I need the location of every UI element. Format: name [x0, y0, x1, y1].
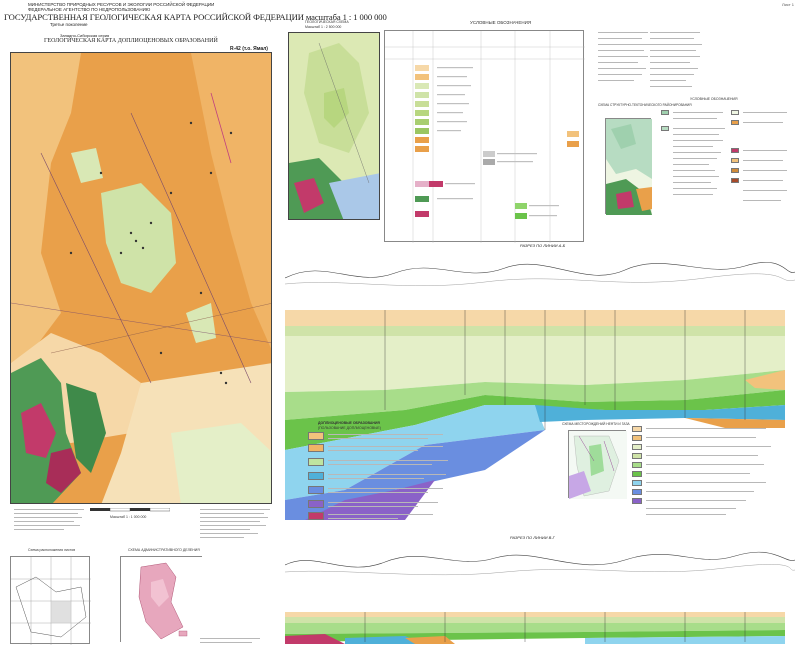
- sheet-number: Лист 1: [781, 2, 794, 7]
- legend-swatches: [415, 65, 579, 219]
- section2-title: РАЗРЕЗ ПО ЛИНИИ В-Г: [510, 535, 555, 540]
- nomenclature-label: R-42 (т.о. Ямал): [230, 46, 268, 52]
- section2: [285, 612, 785, 644]
- main-title: ГОСУДАРСТВЕННАЯ ГЕОЛОГИЧЕСКАЯ КАРТА РОСС…: [4, 12, 387, 22]
- map-zone-magenta-sw2: [46, 448, 81, 493]
- well-points: [69, 121, 233, 385]
- deposits-scheme-title: СХЕМА МЕСТОРОЖДЕНИЙ НЕФТИ И ГАЗА: [562, 422, 630, 426]
- section1: [285, 310, 785, 520]
- map-zone-east-green: [186, 303, 216, 343]
- subseries-label: Западно-Сибирская серия: [60, 33, 110, 38]
- legend-title: УСЛОВНЫЕ ОБОЗНАЧЕНИЯ: [470, 20, 532, 25]
- index-map: [10, 556, 91, 645]
- fault-line: [11, 302, 271, 343]
- fault-line: [130, 112, 252, 384]
- index-map-grid: [11, 557, 91, 645]
- section-legend: [632, 426, 782, 526]
- scale-bar: [90, 508, 170, 512]
- symbol-legend-2: [650, 30, 720, 102]
- map-zone-central-green: [101, 183, 176, 293]
- section1-profile: [285, 262, 795, 286]
- strat-legend: [308, 432, 453, 522]
- structural-legend-title: УСЛОВНЫЕ ОБОЗНАЧЕНИЯ: [690, 97, 738, 101]
- fault-line: [40, 152, 152, 384]
- main-geologic-map: [10, 52, 272, 504]
- geologic-scheme-scale: Масштаб 1 : 2 500 000: [305, 25, 342, 29]
- fault-line: [50, 303, 271, 354]
- structural-legend: [655, 104, 795, 229]
- map-zone-darkgreen: [66, 383, 106, 473]
- structural-scheme-title: СХЕМА СТРУКТУРНО-ТЕКТОНИЧЕСКОГО РАЙОНИРО…: [598, 103, 692, 107]
- index-map-title: Схема расположения листов: [28, 548, 76, 552]
- section1-title: РАЗРЕЗ ПО ЛИНИИ А-Б: [520, 243, 566, 248]
- map-zone-north-green: [71, 148, 103, 183]
- ministry-line: МИНИСТЕРСТВО ПРИРОДНЫХ РЕСУРСОВ И ЭКОЛОГ…: [28, 2, 215, 7]
- fault-line: [210, 92, 232, 164]
- map-zone-south-green: [171, 423, 271, 503]
- ministry-header: МИНИСТЕРСТВО ПРИРОДНЫХ РЕСУРСОВ И ЭКОЛОГ…: [28, 2, 214, 12]
- admin-scheme: [120, 556, 203, 643]
- map-zone-east: [191, 53, 271, 349]
- map-title: ГЕОЛОГИЧЕСКАЯ КАРТА ДОПЛИОЦЕНОВЫХ ОБРАЗО…: [44, 38, 218, 44]
- structural-scheme: [605, 118, 652, 215]
- strat-legend-title: ДОПЛИОЦЕНОВЫЕ ОБРАЗОВАНИЯ: [318, 421, 380, 425]
- map-zone-west: [11, 53, 81, 363]
- geologic-map-svg: [11, 53, 271, 503]
- admin-scheme-title: СХЕМА АДМИНИСТРАТИВНОГО ДЕЛЕНИЯ: [128, 548, 200, 552]
- geologic-scheme: [288, 32, 380, 220]
- map-scale-text: Масштаб 1 : 1 000 000: [110, 515, 147, 519]
- symbol-legend: [588, 30, 668, 92]
- stratigraphic-legend-table: [384, 30, 585, 243]
- deposits-scheme: [568, 430, 627, 499]
- section2-profile: [285, 551, 795, 576]
- geologic-scheme-title: ГЕОЛОГИЧЕСКАЯ СХЕМА: [305, 20, 349, 24]
- map-zone-magenta-sw: [21, 403, 56, 458]
- map-notes-left: [14, 507, 84, 537]
- footer-notes: [200, 636, 260, 648]
- map-notes-right: [200, 507, 270, 543]
- strat-legend-subtitle: (ПОЛЬЗОВАНИЕ ДОПЛИОЦЕНОВЫЕ): [318, 426, 381, 430]
- series-label: Третье поколение: [50, 22, 88, 27]
- agency-line: ФЕДЕРАЛЬНОЕ АГЕНТСТВО ПО НЕДРОПОЛЬЗОВАНИ…: [28, 7, 151, 12]
